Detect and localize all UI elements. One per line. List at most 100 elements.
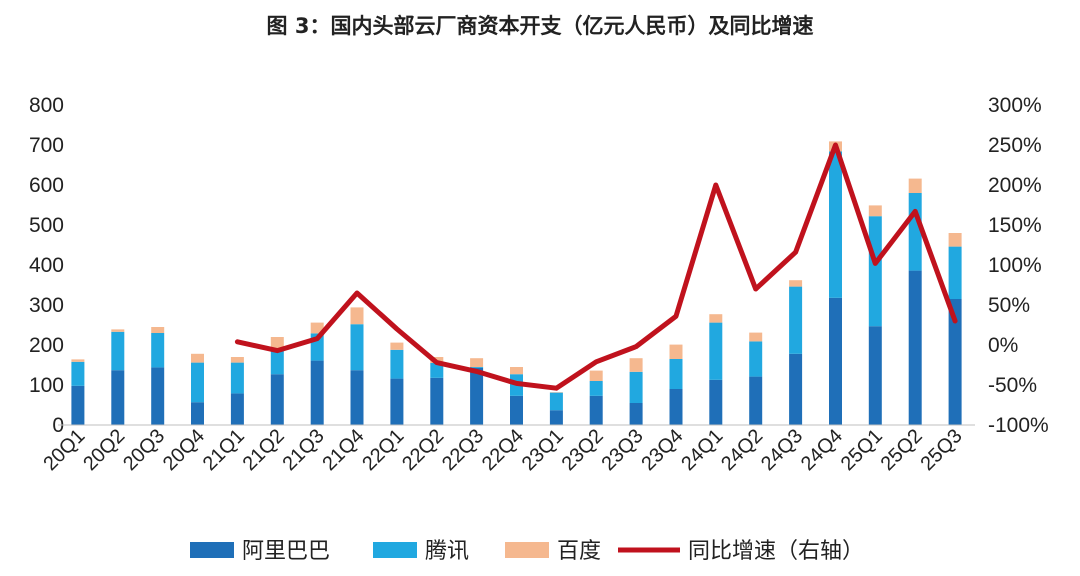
right-tick-label: 0% [988,334,1018,357]
right-tick-label: 150% [988,214,1042,237]
x-tick-label: 24Q3 [757,425,807,475]
bar-alibaba-22Q2 [430,377,444,425]
bar-alibaba-20Q2 [111,370,125,425]
bar-tencent-20Q1 [71,361,85,386]
left-tick-label: 400 [29,254,64,277]
bar-alibaba-25Q1 [868,326,882,425]
chart-title: 图 3：国内头部云厂商资本开支（亿元人民币）及同比增速 [266,14,814,38]
bar-tencent-23Q4 [669,359,683,389]
bars-layer [71,141,962,425]
growth-rate-line [234,142,958,391]
x-tick-label: 21Q1 [199,425,249,475]
x-tick-label: 20Q2 [79,425,129,475]
bar-tencent-21Q4 [350,324,364,371]
legend-swatch [505,542,549,558]
bar-baidu-25Q2 [908,178,922,193]
bar-baidu-21Q3 [310,322,324,334]
left-tick-label: 600 [29,174,64,197]
bar-baidu-25Q1 [868,205,882,217]
bar-baidu-20Q2 [111,329,125,332]
legend-label: 同比增速（右轴） [688,539,864,564]
legend-label: 阿里巴巴 [242,539,330,564]
bar-alibaba-23Q3 [629,403,643,425]
bar-alibaba-22Q3 [470,367,484,425]
bar-alibaba-25Q3 [948,299,962,425]
bar-tencent-23Q2 [589,381,603,396]
legend-label: 百度 [557,539,601,564]
x-tick-label: 22Q4 [478,425,528,475]
bar-baidu-23Q3 [629,358,643,372]
legend-label: 腾讯 [425,539,469,564]
bar-baidu-25Q3 [948,233,962,247]
bar-tencent-20Q4 [191,362,204,403]
bar-tencent-25Q2 [908,193,922,271]
bar-alibaba-20Q3 [151,367,165,425]
right-tick-label: 100% [988,254,1042,277]
right-tick-label: 50% [988,294,1030,317]
x-tick-label: 25Q2 [877,425,927,475]
x-tick-label: 23Q2 [558,425,608,475]
x-tick-label: 21Q3 [279,425,329,475]
x-tick-label: 20Q3 [119,425,169,475]
bar-baidu-23Q4 [669,344,683,359]
bar-tencent-22Q2 [430,363,444,378]
bar-alibaba-21Q2 [270,374,284,425]
bar-alibaba-21Q3 [310,360,324,425]
x-tick-label: 23Q4 [637,425,687,475]
right-tick-label: 300% [988,94,1042,117]
growth-line-layer [234,142,958,391]
x-tick-label: 23Q3 [597,425,647,475]
bar-alibaba-25Q2 [908,270,922,425]
bar-alibaba-24Q1 [709,379,723,425]
bar-tencent-24Q3 [789,286,803,354]
bar-baidu-24Q1 [709,314,723,323]
x-tick-label: 21Q4 [318,425,368,475]
bar-tencent-21Q2 [270,348,284,375]
x-tick-label: 21Q2 [239,425,289,475]
bar-tencent-21Q1 [230,362,244,394]
right-axis: -100% -50% 0% 50% 100% 150% 200% 250% 300% [988,94,1049,437]
bar-baidu-20Q3 [151,327,165,333]
x-tick-label: 22Q1 [358,425,408,475]
left-tick-label: 300 [29,294,64,317]
right-tick-label: -50% [988,374,1037,397]
x-tick-label: 25Q3 [916,425,966,475]
bar-alibaba-20Q4 [191,402,204,425]
bar-tencent-24Q2 [749,341,763,377]
left-tick-label: 200 [29,334,64,357]
bar-tencent-20Q2 [111,331,125,371]
bar-tencent-23Q3 [629,371,643,403]
bar-alibaba-22Q4 [510,395,523,425]
bar-tencent-20Q3 [151,333,165,368]
bar-baidu-21Q1 [230,357,244,363]
right-tick-label: 250% [988,134,1042,157]
legend: 阿里巴巴 腾讯 百度 同比增速（右轴） [190,539,864,564]
bar-tencent-22Q1 [390,349,404,379]
x-tick-label: 22Q3 [438,425,488,475]
bar-alibaba-21Q4 [350,370,364,425]
left-tick-label: 500 [29,214,64,237]
x-tick-label: 20Q4 [159,425,209,475]
bar-baidu-24Q3 [789,280,803,287]
bar-alibaba-24Q4 [829,297,842,425]
bar-baidu-22Q1 [390,342,404,350]
x-axis: 20Q120Q220Q320Q421Q121Q221Q321Q422Q122Q2… [39,424,975,475]
x-tick-label: 23Q1 [518,425,568,475]
legend-swatch [190,542,234,558]
bar-tencent-25Q1 [868,216,882,327]
x-tick-label: 24Q2 [717,425,767,475]
bar-tencent-22Q3 [470,367,484,368]
x-tick-label: 20Q1 [39,425,89,475]
bar-alibaba-21Q1 [230,393,244,425]
bar-alibaba-20Q1 [71,385,85,425]
bar-baidu-22Q4 [510,367,523,375]
bar-baidu-20Q1 [71,359,85,362]
bar-alibaba-23Q1 [549,410,563,425]
bar-tencent-24Q4 [829,151,842,298]
right-tick-label: 200% [988,174,1042,197]
bar-baidu-24Q2 [749,332,763,342]
bar-baidu-23Q2 [589,370,603,381]
x-tick-label: 24Q1 [677,425,727,475]
